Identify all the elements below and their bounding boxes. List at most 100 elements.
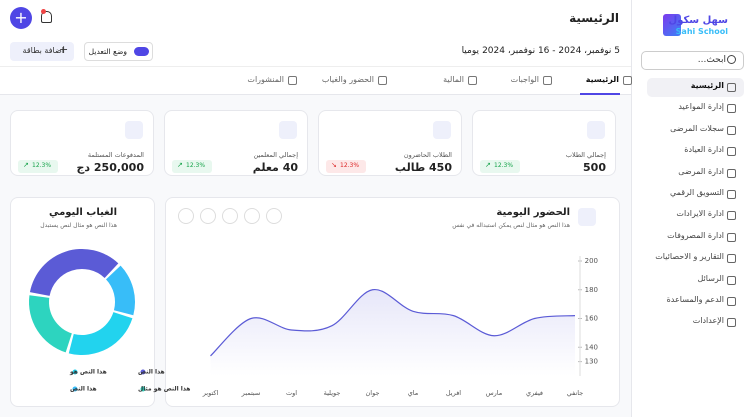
x-tick-label: جوان (366, 389, 380, 397)
chart-subtitle: هذا النص هو مثال لنص يمكن استبداله في نف… (452, 222, 570, 229)
donut-segment (68, 312, 133, 355)
menu-item[interactable]: سجلات المرضى (670, 123, 724, 133)
legend-label: هذا النص هو مثال (138, 386, 190, 393)
menu-item[interactable]: التسويق الرقمي (670, 188, 724, 197)
logo-text: Sahi School (675, 27, 728, 36)
trend-arrow: ↗ (485, 161, 491, 169)
menu-item[interactable]: ادارة المرضى (678, 166, 724, 176)
tab[interactable]: الواجبات (510, 75, 539, 84)
logo-text: سهل سكول (668, 15, 728, 26)
edit-toggle[interactable] (84, 42, 153, 61)
menu-item[interactable]: ادارة المصروفات (667, 230, 724, 240)
x-tick-label: فيفري (526, 389, 543, 397)
add-card-button[interactable] (10, 42, 74, 61)
menu-item[interactable]: الدعم والمساعدة (666, 295, 724, 304)
edit-mode-label: وضع التعديل (88, 47, 127, 56)
stat-label: إجمالي المعلمين (253, 151, 298, 159)
chart-tool[interactable] (244, 208, 260, 224)
stat-label: المدفوعات المستلمة (87, 151, 144, 159)
tab-icon (378, 76, 387, 85)
menu-icon (727, 168, 736, 178)
add-card-label: اضافة بطاقة (22, 46, 64, 55)
x-tick-label: افريل (446, 389, 461, 397)
y-tick-label: 130 (585, 358, 598, 366)
period-select[interactable]: يوميا (461, 46, 479, 56)
bell-icon[interactable] (41, 11, 52, 23)
menu-icon (727, 275, 736, 285)
x-tick-label: جانفي (567, 389, 584, 397)
donut-segment (28, 295, 72, 353)
legend-swatch (140, 369, 146, 375)
chart-tool[interactable] (266, 208, 282, 224)
stat-label: الطلاب الحاضرون (403, 151, 452, 159)
change-value: 12.3% (32, 162, 52, 169)
menu-item[interactable]: التقارير و الاحصائيات (655, 252, 724, 262)
tab-indicator (580, 93, 620, 95)
stat-value: 250,000 دج (76, 161, 144, 174)
x-tick-label: اوت (286, 389, 297, 397)
logo-icon (663, 14, 681, 36)
change-badge (326, 160, 366, 173)
y-tick-label: 140 (585, 343, 598, 351)
chart-subtitle: هذا النص هو مثال لنص يستبدل (40, 222, 117, 229)
legend-swatch (140, 386, 146, 392)
menu-icon (727, 125, 736, 135)
date-range: 5 نوفمبر، 2024 - 16 نوفمبر، 2024 (482, 46, 620, 56)
x-tick-label: سبتمبر (241, 389, 261, 397)
legend-label: هذا النص (138, 369, 165, 376)
menu-icon (727, 104, 736, 114)
change-badge (18, 160, 58, 173)
menu-icon (727, 232, 736, 242)
toggle-switch[interactable] (134, 47, 149, 56)
change-badge (172, 160, 212, 173)
line-series (210, 289, 576, 357)
menu-icon (727, 318, 736, 328)
donut-segment (106, 265, 135, 316)
y-tick-label: 180 (585, 286, 598, 294)
stat-value: 40 معلم (252, 161, 298, 174)
tab[interactable]: الحضور والغياب (321, 75, 374, 84)
menu-item[interactable]: إدارة المواعيد (678, 102, 724, 112)
add-button[interactable]: + (10, 7, 32, 29)
tab[interactable]: المنشورات (247, 75, 284, 84)
menu-item[interactable]: الإعدادات (692, 316, 724, 326)
tab-icon (468, 76, 477, 85)
menu-item[interactable]: ادارة العيادة (684, 145, 724, 155)
menu-icon (727, 211, 736, 221)
chart-tool[interactable] (178, 208, 194, 224)
y-tick-label: 200 (585, 257, 598, 265)
menu-icon (727, 297, 736, 306)
y-tick-label: 160 (585, 315, 598, 323)
legend-label: هذا النص هو (69, 369, 107, 376)
tabbar (0, 67, 631, 95)
change-value: 12.3% (186, 162, 206, 169)
stat-icon (279, 121, 297, 139)
stat-value: 450 طالب (394, 161, 452, 174)
x-tick-label: ماي (408, 389, 419, 397)
menu-item[interactable]: ادارة الايرادات (676, 209, 724, 219)
stat-icon (433, 121, 451, 139)
search-placeholder: ابحث... (697, 55, 726, 65)
chart-tool[interactable] (200, 208, 216, 224)
page-title: الرئيسية (569, 11, 619, 25)
menu-item[interactable]: الرئيسية (690, 81, 724, 90)
x-tick-label: جويلية (324, 389, 341, 397)
chart-icon (578, 208, 596, 226)
menu-item[interactable]: الرسائل (697, 273, 725, 283)
stat-label: إجمالي الطلاب (565, 151, 606, 159)
menu-icon (727, 190, 736, 199)
tab[interactable]: المالية (443, 75, 464, 84)
tab[interactable]: الرئيسية (585, 75, 619, 84)
chart-title: الحضور اليومية (496, 207, 570, 218)
search-icon (727, 55, 736, 64)
trend-arrow: ↗ (23, 161, 29, 169)
chart-title: الغياب اليومي (48, 207, 117, 218)
change-badge (480, 160, 520, 173)
change-value: 12.3% (340, 162, 360, 169)
chart-tool[interactable] (222, 208, 238, 224)
search-box[interactable] (641, 51, 744, 70)
menu-icon (727, 254, 736, 264)
x-tick-label: اكتوبر (202, 389, 219, 397)
tab-icon (543, 76, 552, 85)
